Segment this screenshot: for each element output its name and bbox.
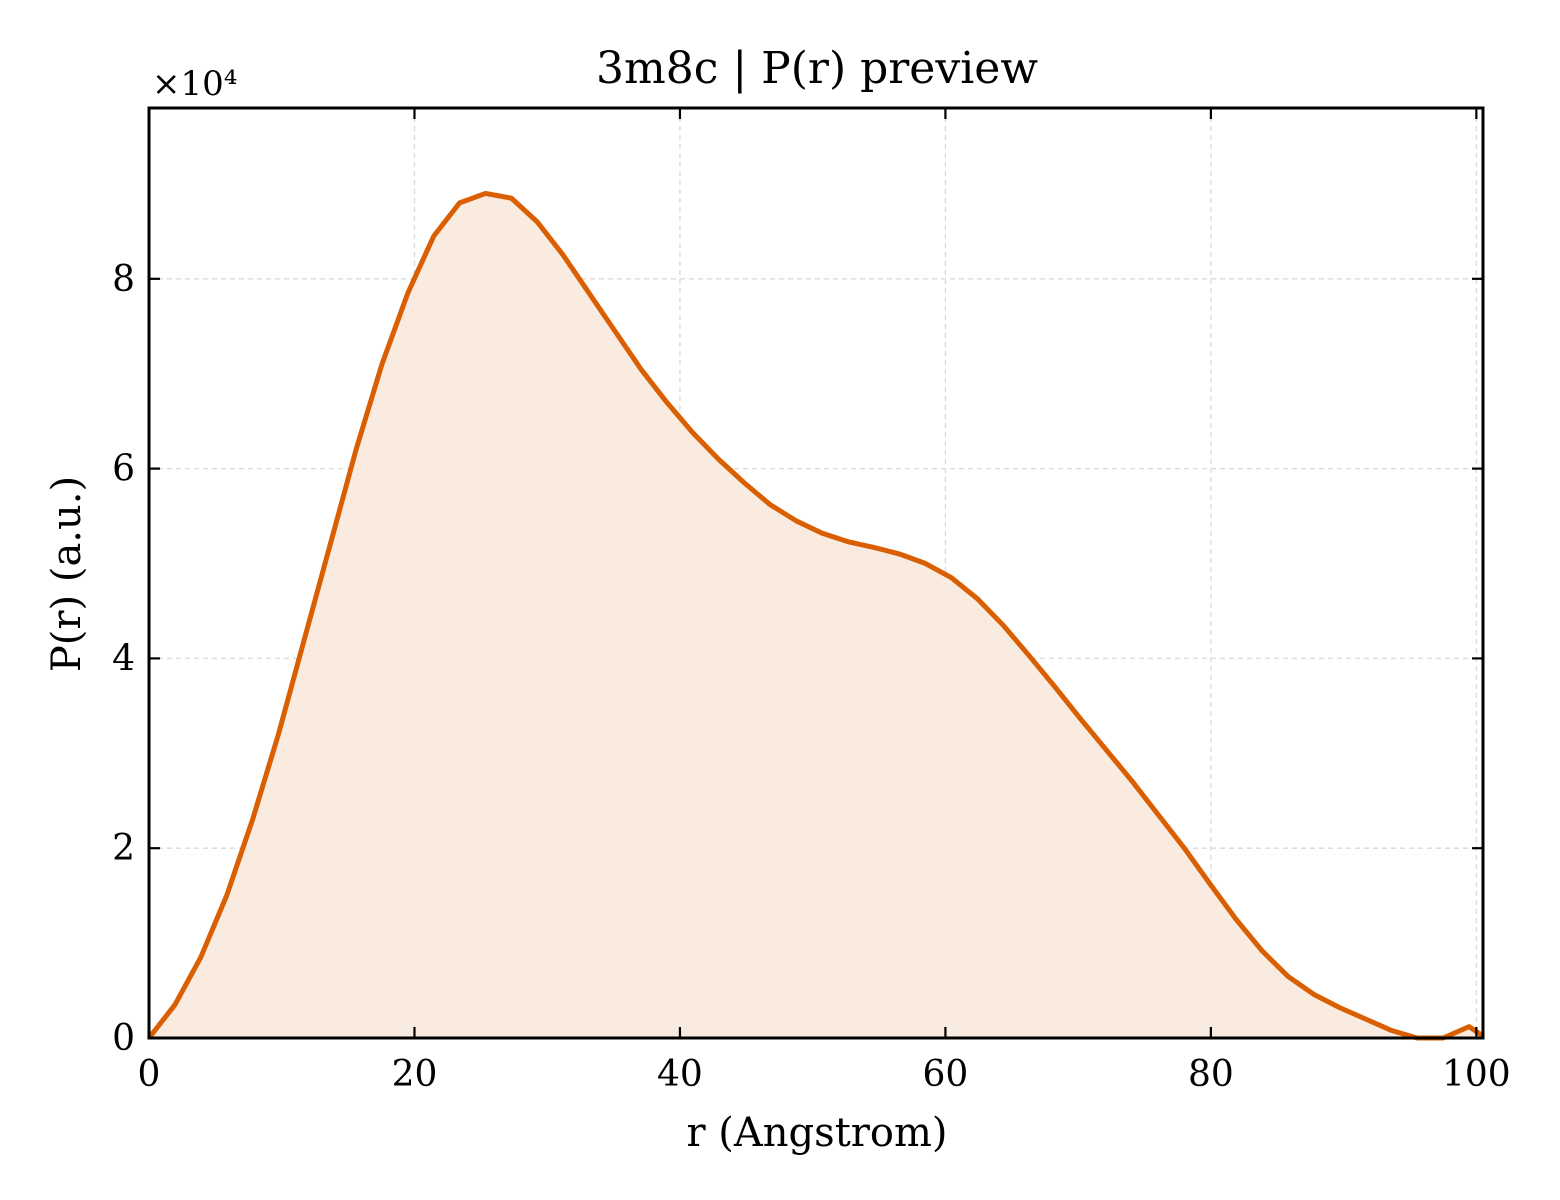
x-tick-label: 60 <box>923 1054 969 1095</box>
plot-frame <box>147 106 1485 1040</box>
pr-curve-line <box>147 190 1485 1041</box>
y-tick-label: 8 <box>112 259 135 300</box>
chart-title: 3m8c | P(r) preview <box>596 43 1038 94</box>
y-tick-label: 0 <box>112 1018 135 1059</box>
x-tick-label: 20 <box>392 1054 438 1095</box>
y-tick-label: 6 <box>112 449 135 490</box>
axis-ticks: 0 20 40 60 80 100 0 2 4 6 8 <box>112 108 1511 1095</box>
y-axis-label: P(r) (a.u.) <box>44 476 90 672</box>
x-tick-label: 0 <box>138 1054 161 1095</box>
x-tick-label: 40 <box>657 1054 703 1095</box>
y-tick-label: 2 <box>112 828 135 869</box>
pr-area-fill <box>149 193 1483 1038</box>
x-axis-label: r (Angstrom) <box>686 1110 947 1156</box>
y-axis-multiplier: ×10⁴ <box>152 64 237 104</box>
x-tick-label: 80 <box>1188 1054 1234 1095</box>
y-tick-label: 4 <box>112 638 135 679</box>
x-tick-label: 100 <box>1442 1054 1511 1095</box>
